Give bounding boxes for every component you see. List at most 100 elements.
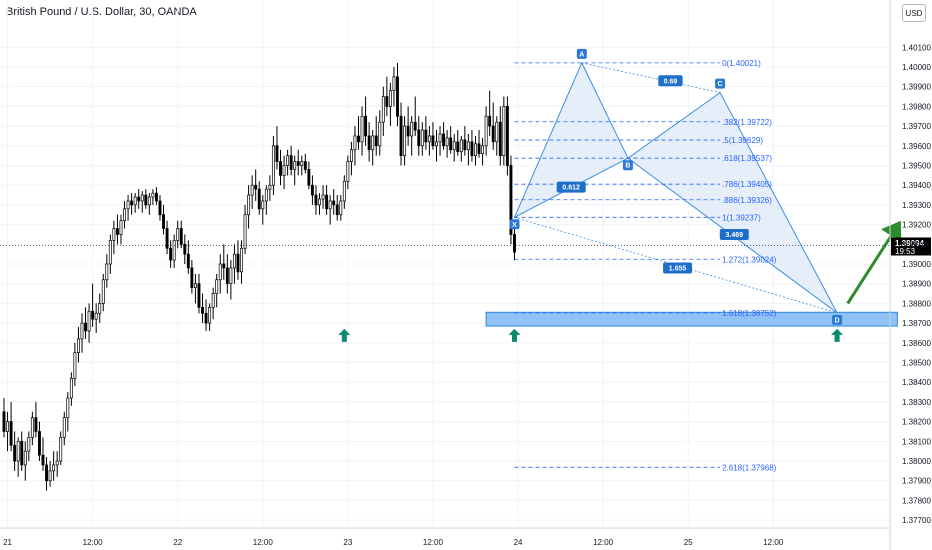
candle-body — [374, 135, 378, 147]
y-tick-label: 1.40000 — [902, 63, 931, 72]
candle-body — [346, 161, 350, 182]
candle-body — [452, 141, 456, 151]
candle-body — [360, 115, 364, 143]
last-price-tag — [891, 237, 931, 256]
y-tick-label: 1.39300 — [902, 201, 931, 210]
candle-body — [364, 115, 368, 137]
candle-body — [73, 352, 77, 379]
candle-body — [84, 322, 87, 332]
pattern-point-label: A — [579, 51, 584, 58]
candle-body — [240, 247, 243, 273]
x-tick-label: 21 — [3, 538, 12, 547]
pattern-point-label: D — [835, 317, 840, 324]
candle-body — [296, 161, 300, 166]
x-tick-label: 12:00 — [83, 538, 104, 547]
candle-body — [385, 96, 389, 107]
candle-body — [193, 283, 197, 288]
y-tick-label: 1.38500 — [902, 359, 931, 368]
candle-body — [349, 149, 353, 162]
ratio-badge — [658, 75, 683, 87]
candle-body — [41, 454, 45, 466]
candle-body — [488, 115, 492, 127]
y-tick-label: 1.38300 — [902, 398, 931, 407]
candle-body — [87, 310, 91, 332]
pattern-point-badge — [622, 160, 633, 171]
candle-body — [289, 155, 293, 170]
candle-body — [300, 161, 304, 166]
y-tick-label: 1.39600 — [902, 142, 931, 151]
candle-body — [91, 310, 95, 320]
fib-label: .5(1.39629) — [722, 136, 763, 145]
candle-body — [158, 200, 162, 216]
candle-body — [30, 417, 34, 438]
candle-body — [13, 444, 17, 462]
pattern-point-badge — [715, 78, 726, 89]
candle-body — [208, 306, 212, 324]
candle-body — [250, 184, 254, 196]
candle-body — [229, 267, 233, 285]
candle-body — [119, 220, 123, 235]
candle-body — [62, 417, 66, 438]
pattern-point-label: C — [718, 81, 723, 88]
candle-body — [310, 184, 314, 196]
candle-body — [176, 228, 180, 241]
support-up-arrow — [338, 328, 351, 342]
candle-body — [424, 129, 428, 143]
candle-body — [257, 188, 261, 210]
candle-body — [45, 464, 48, 482]
candle-body — [403, 125, 407, 156]
candle-body — [417, 129, 421, 147]
candle-body — [264, 188, 268, 202]
pattern-point-badge — [509, 219, 520, 230]
candle-body — [271, 145, 275, 186]
candle-body — [101, 279, 105, 304]
candle-body — [154, 192, 158, 202]
candle-body — [463, 139, 467, 151]
candle-body — [477, 143, 481, 155]
candle-body — [66, 397, 70, 419]
x-tick-label: 24 — [514, 538, 523, 547]
candle-body — [232, 253, 236, 269]
candle-body — [495, 121, 499, 143]
pattern-point-label: X — [512, 222, 517, 229]
support-zone — [485, 311, 898, 327]
y-tick-label: 1.38600 — [902, 339, 931, 348]
chart-title: British Pound / U.S. Dollar, 30, OANDA — [6, 6, 197, 18]
pattern-ratio-line — [514, 157, 629, 218]
candle-body — [108, 240, 112, 265]
x-tick-label: 22 — [173, 538, 182, 547]
candle-body — [190, 267, 194, 288]
ratio-label: 0.612 — [562, 185, 580, 192]
candle-body — [130, 200, 134, 206]
candle-body — [247, 194, 251, 216]
y-tick-label: 1.38000 — [902, 457, 931, 466]
candle-body — [321, 194, 325, 200]
candle-body — [307, 169, 311, 186]
candle-body — [456, 141, 460, 153]
candle-body — [112, 228, 116, 241]
candle-body — [204, 312, 208, 324]
y-tick-label: 1.39700 — [902, 122, 931, 131]
candle-body — [431, 135, 435, 147]
candle-body — [243, 214, 247, 249]
pattern-point-label: B — [625, 163, 630, 170]
pattern-ratio-line — [581, 62, 721, 93]
candles — [2, 63, 516, 491]
candle-body — [325, 194, 329, 210]
candle-body — [381, 96, 385, 123]
candle-body — [197, 283, 201, 308]
candle-body — [498, 121, 502, 156]
pattern-ratio-line — [627, 157, 838, 314]
y-tick-label: 1.38800 — [902, 299, 931, 308]
candle-body — [137, 196, 141, 202]
candle-body — [314, 194, 318, 206]
candle-body — [318, 198, 321, 206]
candle-body — [466, 141, 470, 151]
candle-body — [169, 247, 173, 261]
ratio-badge — [719, 228, 749, 240]
candle-body — [20, 440, 24, 466]
candle-body — [225, 267, 229, 285]
currency-button[interactable]: USD — [902, 4, 926, 22]
